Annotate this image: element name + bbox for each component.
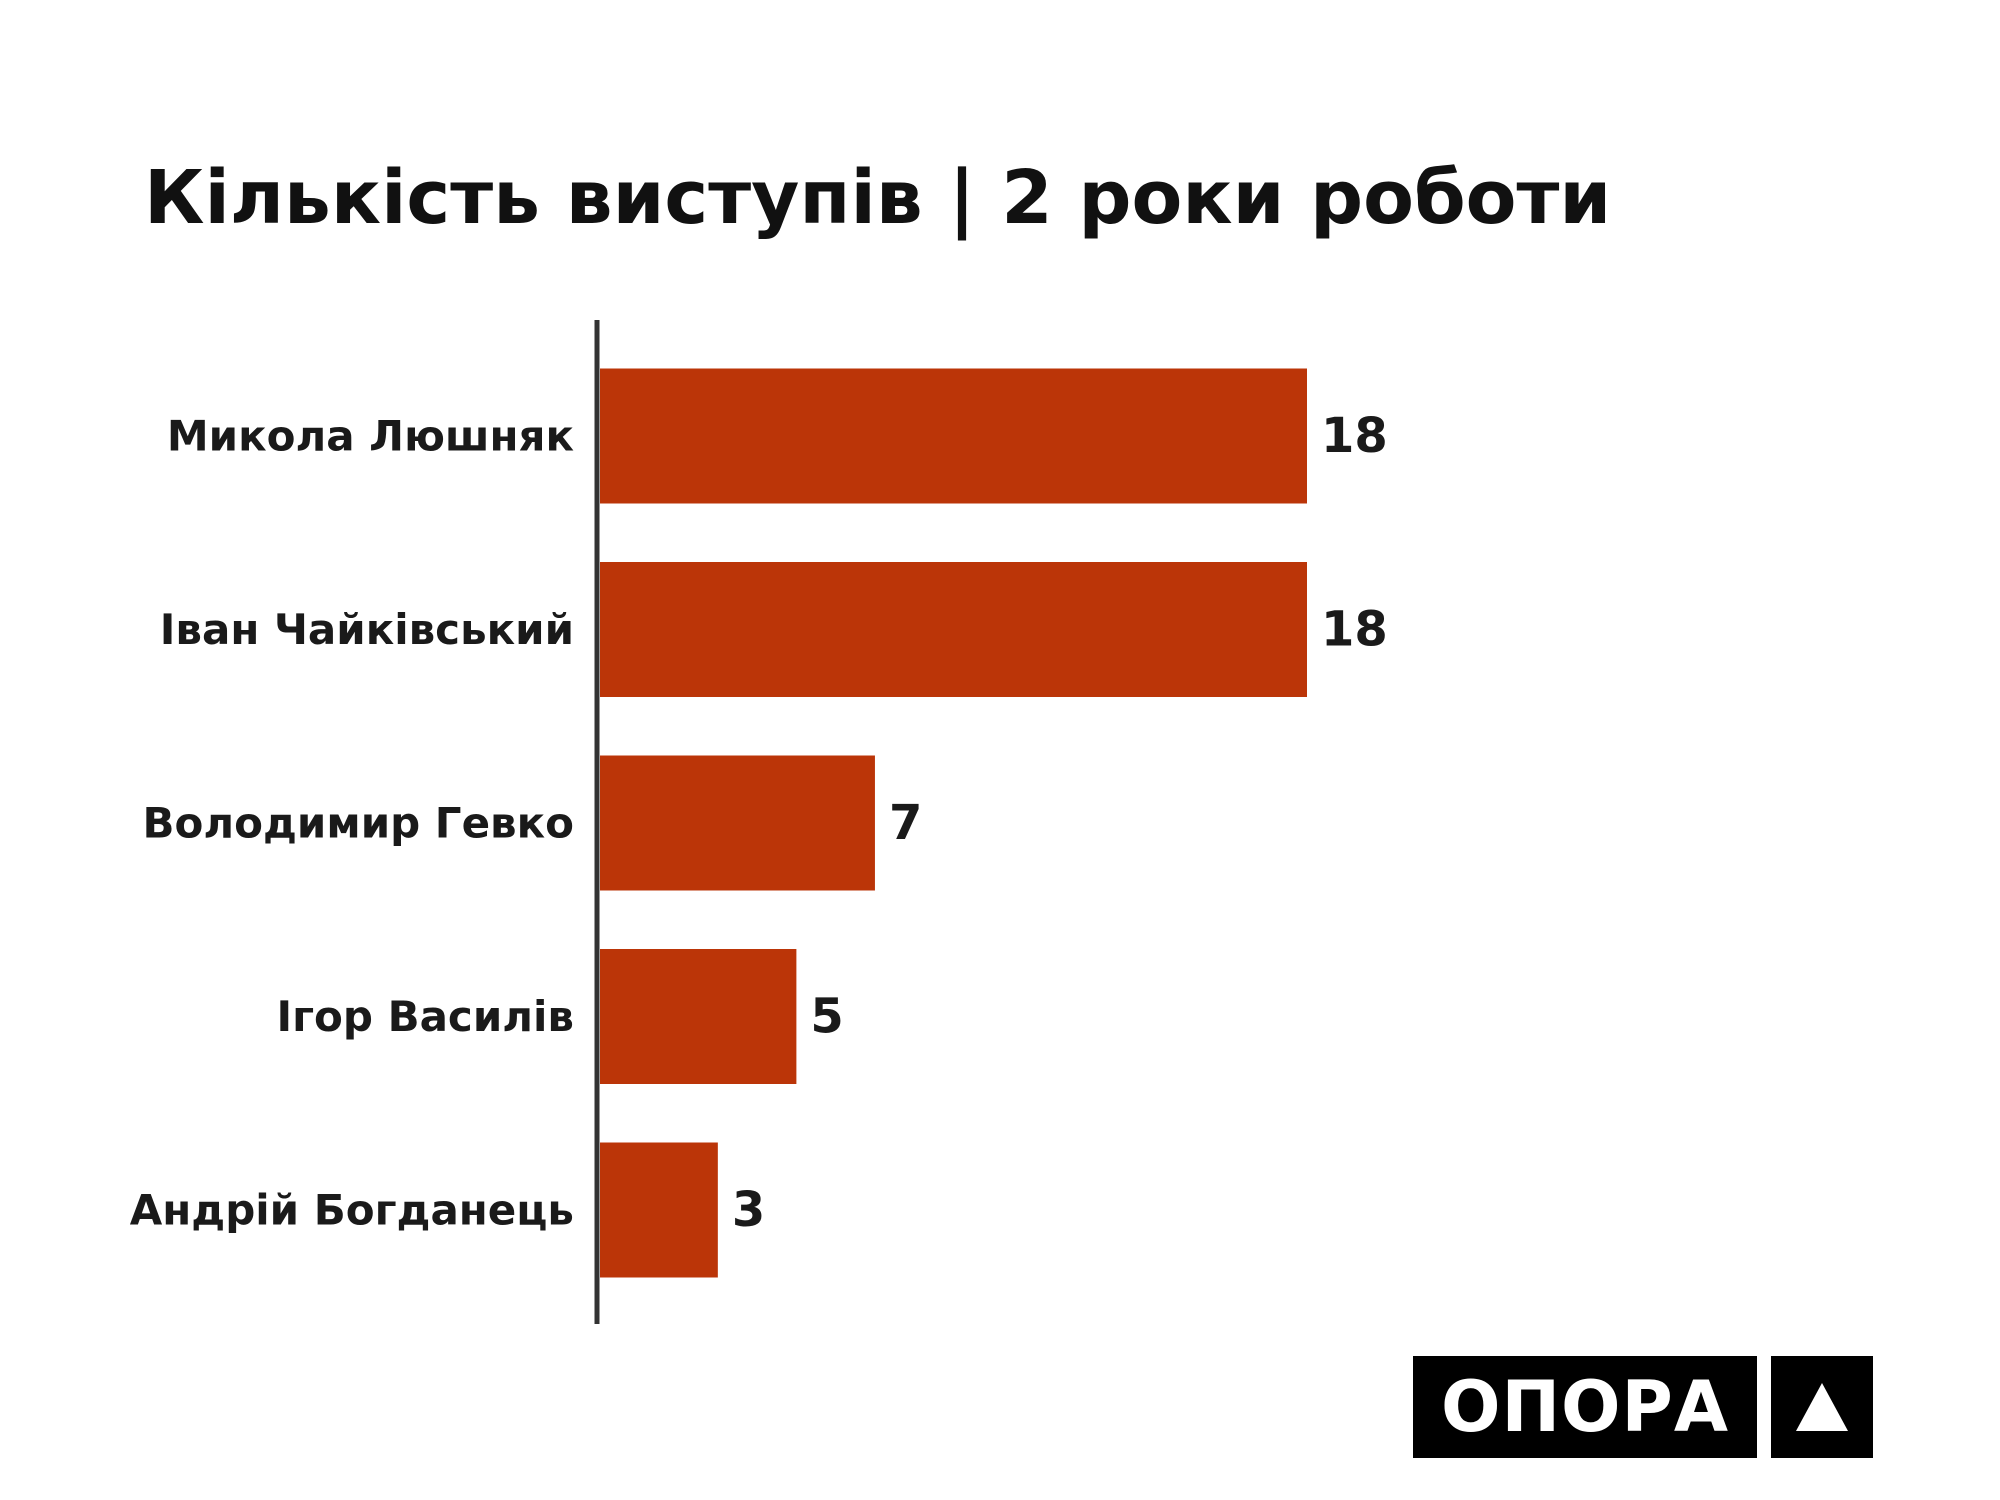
triangle-icon	[1771, 1356, 1873, 1458]
category-label: Андрій Богданець	[130, 1186, 574, 1235]
category-label: Микола Люшняк	[167, 412, 574, 461]
bars-group: Микола Люшняк 18 Іван Чайківський 18 Володим…	[130, 368, 1388, 1278]
bar	[600, 562, 1307, 697]
opora-logo: ОПОРА	[1413, 1356, 1873, 1458]
bar	[600, 368, 1307, 504]
value-label: 18	[1321, 602, 1388, 658]
triangle-icon-shape	[1796, 1383, 1848, 1431]
category-label: Володимир Гевко	[143, 799, 574, 848]
category-label: Ігор Василів	[276, 992, 574, 1041]
chart-title: Кількість виступів | 2 роки роботи	[144, 155, 1612, 241]
category-label: Іван Чайківський	[160, 605, 574, 654]
bar	[600, 755, 875, 891]
value-label: 3	[732, 1182, 765, 1238]
bar	[600, 949, 797, 1084]
value-label: 5	[810, 989, 843, 1045]
value-label: 7	[889, 795, 922, 851]
value-label: 18	[1321, 408, 1388, 464]
logo-text: ОПОРА	[1413, 1356, 1757, 1458]
bar	[600, 1142, 718, 1278]
